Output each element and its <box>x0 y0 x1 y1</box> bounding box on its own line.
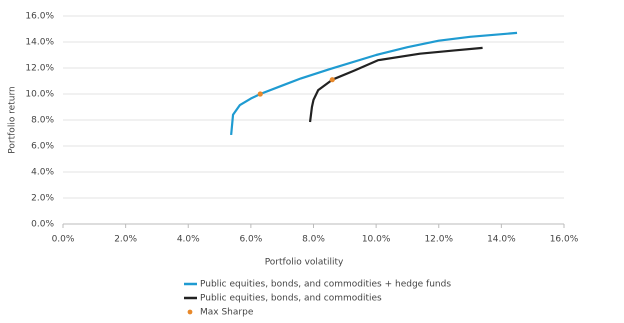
y-tick-label: 10.0% <box>25 90 54 100</box>
point <box>257 91 263 97</box>
y-axis-title: Portfolio return <box>8 86 18 153</box>
y-tick-label: 4.0% <box>31 168 54 178</box>
y-tick-label: 14.0% <box>25 38 54 48</box>
x-tick-label: 0.0% <box>52 235 75 245</box>
x-tick-label: 16.0% <box>550 235 579 245</box>
x-tick-label: 6.0% <box>239 235 262 245</box>
x-tick-label: 8.0% <box>302 235 325 245</box>
x-tick-label: 4.0% <box>177 235 200 245</box>
legend-label: Public equities, bonds, and commodities <box>200 294 382 304</box>
y-tick-label: 0.0% <box>31 220 54 230</box>
series-line <box>230 31 518 136</box>
y-tick-label: 2.0% <box>31 194 54 204</box>
y-tick-label: 8.0% <box>31 116 54 126</box>
legend-swatch <box>187 309 193 315</box>
x-axis-title: Portfolio volatility <box>265 258 344 268</box>
point <box>329 77 335 83</box>
series-line <box>308 46 483 123</box>
legend-label: Public equities, bonds, and commodities … <box>200 280 451 290</box>
y-tick-label: 16.0% <box>25 12 54 22</box>
legend-label: Max Sharpe <box>200 308 254 318</box>
x-tick-label: 14.0% <box>487 235 516 245</box>
y-tick-label: 6.0% <box>31 142 54 152</box>
y-tick-label: 12.0% <box>25 64 54 74</box>
x-tick-label: 2.0% <box>114 235 137 245</box>
x-tick-label: 10.0% <box>362 235 391 245</box>
x-tick-label: 12.0% <box>424 235 453 245</box>
